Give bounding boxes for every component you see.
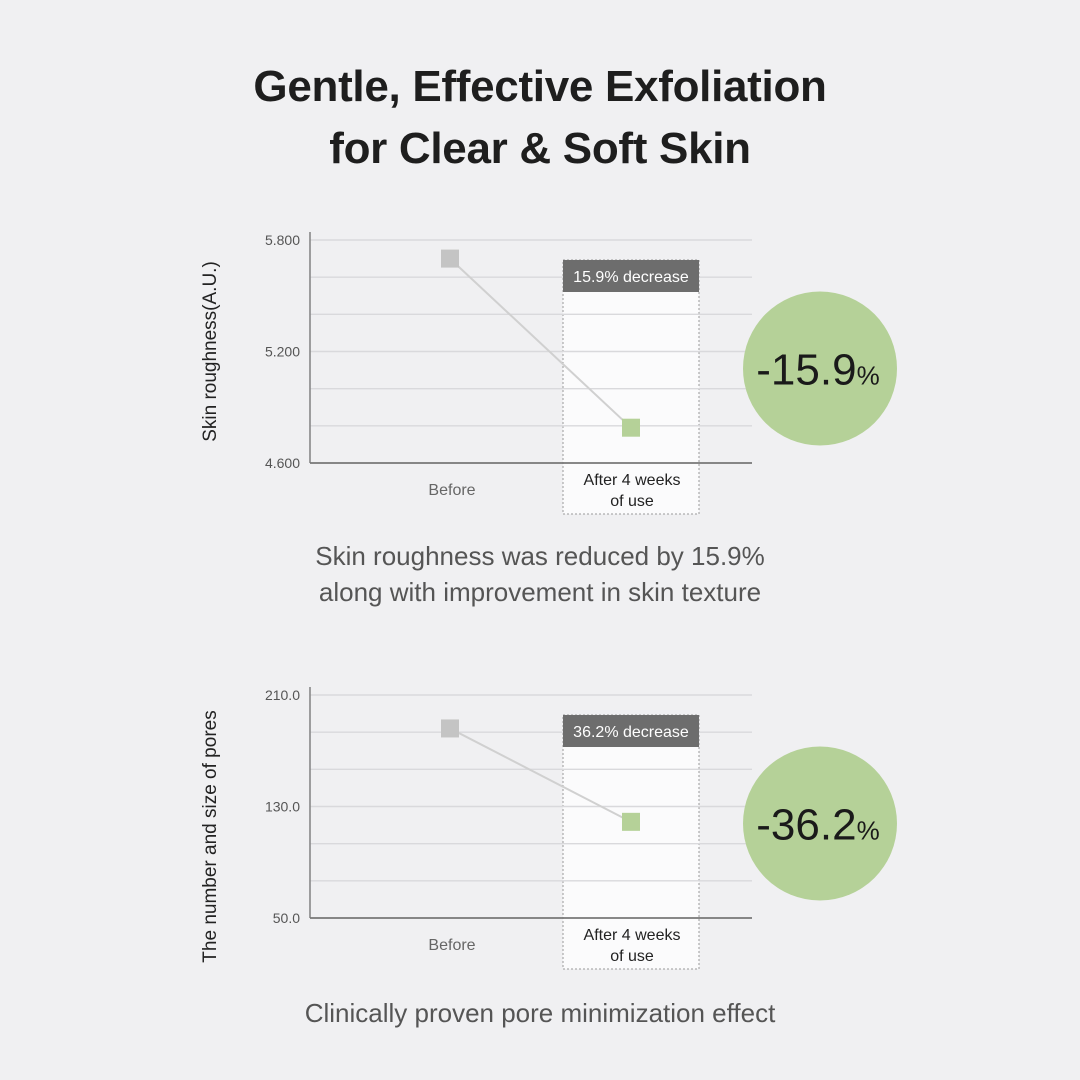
- y-tick-label: 130.0: [265, 799, 300, 815]
- skin-roughness-caption: Skin roughness was reduced by 15.9% alon…: [0, 538, 1080, 610]
- callout-unit: %: [857, 816, 880, 846]
- caption-line-2: along with improvement in skin texture: [318, 577, 762, 607]
- x-category-label: of use: [610, 948, 654, 965]
- callout-value: -15.9: [756, 346, 856, 395]
- caption-line-1: Skin roughness was reduced by 15.9%: [315, 541, 765, 571]
- x-category-label: After 4 weeks: [584, 927, 681, 944]
- x-category-label: Before: [428, 482, 475, 499]
- data-point-before: [441, 719, 459, 738]
- skin-roughness-chart: 5.800 5.200 4.600 Skin roughness(A.U.) Befor…: [200, 232, 897, 515]
- data-point-after: [622, 418, 640, 437]
- y-tick-label: 210.0: [265, 687, 300, 703]
- decrease-badge: [563, 715, 699, 747]
- callout-value: -36.2: [756, 801, 856, 850]
- y-axis-label: The number and size of pores: [200, 710, 221, 962]
- percent-callout-circle: [743, 291, 897, 446]
- y-tick-label: 4.600: [265, 455, 300, 471]
- percent-callout-text: -15.9%: [756, 346, 879, 395]
- decrease-badge: [563, 260, 699, 292]
- caption-line-1: Clinically proven pore minimization effe…: [304, 998, 776, 1028]
- series-line: [449, 727, 632, 823]
- callout-unit: %: [857, 361, 880, 391]
- highlight-box: [562, 259, 700, 515]
- y-tick-label: 5.200: [265, 344, 300, 360]
- page-title: Gentle, Effective Exfoliation for Clear …: [0, 56, 1080, 180]
- decrease-badge-label: 15.9% decrease: [573, 269, 689, 286]
- y-tick-label: 50.0: [273, 910, 300, 926]
- pore-chart: 210.0 130.0 50.0 The number and size of por…: [200, 687, 897, 970]
- series-line: [449, 257, 632, 429]
- percent-callout-text: -36.2%: [756, 801, 879, 850]
- decrease-badge-label: 36.2% decrease: [573, 724, 689, 741]
- x-category-label: Before: [428, 937, 475, 954]
- pore-caption: Clinically proven pore minimization effe…: [0, 995, 1080, 1031]
- title-line-2: for Clear & Soft Skin: [329, 124, 751, 173]
- x-category-label: After 4 weeks: [584, 472, 681, 489]
- y-axis-label: Skin roughness(A.U.): [200, 261, 221, 442]
- y-tick-label: 5.800: [265, 232, 300, 248]
- data-point-after: [622, 812, 640, 831]
- data-point-before: [441, 249, 459, 268]
- title-line-1: Gentle, Effective Exfoliation: [253, 62, 827, 111]
- percent-callout-circle: [743, 746, 897, 901]
- x-category-label: of use: [610, 493, 654, 510]
- highlight-box: [562, 714, 700, 970]
